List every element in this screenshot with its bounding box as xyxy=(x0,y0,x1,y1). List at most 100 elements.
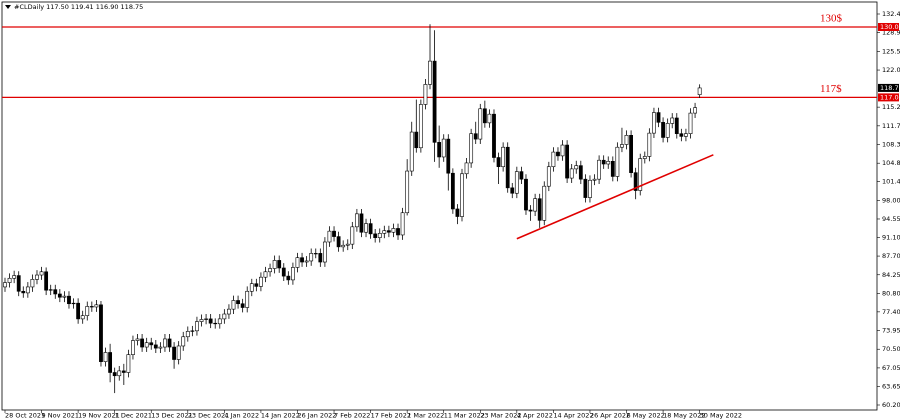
y-tick-label: 67.05 xyxy=(882,364,900,372)
candle-body xyxy=(318,253,323,263)
candle-body xyxy=(482,108,487,124)
x-tick-label: 26 Apr 2022 xyxy=(590,412,630,420)
x-tick-label: 1 Dec 2021 xyxy=(115,412,152,420)
candle-body xyxy=(514,171,519,194)
y-tick-label: 104.85 xyxy=(882,159,900,167)
candle-body xyxy=(537,198,542,221)
candle-body xyxy=(3,282,7,288)
candle-body xyxy=(277,260,282,269)
candle-body xyxy=(76,302,81,320)
x-tick-label: 18 May 2022 xyxy=(663,412,705,420)
candle-body xyxy=(684,133,688,137)
candle-body xyxy=(7,277,12,283)
candle-body xyxy=(268,268,272,273)
candle-body xyxy=(396,228,400,236)
candle-body xyxy=(368,223,373,235)
y-tick-label: 101.45 xyxy=(882,178,900,186)
candle-body xyxy=(53,289,58,295)
candle-body xyxy=(428,60,432,85)
candle-body xyxy=(121,370,126,373)
candle-body xyxy=(153,344,158,349)
candle-body xyxy=(57,293,62,298)
candle-body xyxy=(359,213,364,233)
candle-body xyxy=(94,304,99,308)
x-tick-label: 7 Feb 2022 xyxy=(334,412,370,420)
candle-body xyxy=(44,271,49,291)
candle-body xyxy=(350,226,355,245)
candle-body xyxy=(551,151,556,168)
candle-body xyxy=(665,123,670,138)
y-tick-label: 63.65 xyxy=(882,382,900,390)
candle-body xyxy=(300,257,304,263)
candle-body xyxy=(286,275,291,281)
candle-body xyxy=(213,322,218,325)
x-tick-label: 4 Apr 2022 xyxy=(517,412,553,420)
candle-body xyxy=(510,187,515,194)
candle-body xyxy=(624,135,629,145)
candle-body xyxy=(208,318,213,324)
candle-body xyxy=(615,146,620,177)
candle-body xyxy=(222,313,227,320)
y-tick-label: 77.40 xyxy=(882,308,900,316)
candle-body xyxy=(469,133,474,164)
candle-body xyxy=(588,179,592,198)
candle-body xyxy=(158,346,163,349)
y-tick-label: 60.20 xyxy=(882,401,900,409)
candle-body xyxy=(345,243,350,246)
candle-body xyxy=(16,275,21,292)
y-tick-label: 91.10 xyxy=(882,234,900,242)
candle-body xyxy=(245,290,250,308)
candle-body xyxy=(688,112,693,134)
x-tick-label: 14 Jan 2022 xyxy=(261,412,300,420)
candle-body xyxy=(505,146,510,189)
candle-body xyxy=(89,306,94,308)
candle-body xyxy=(391,228,396,233)
candle-body xyxy=(386,230,391,233)
candle-body xyxy=(400,212,405,236)
menu-arrow xyxy=(5,5,11,9)
candle-body xyxy=(291,267,295,281)
candle-body xyxy=(25,286,30,294)
line-annotation: 117$ xyxy=(820,83,842,95)
candle-body xyxy=(163,338,167,348)
candle-body xyxy=(140,338,145,348)
candle-body xyxy=(131,340,135,355)
candle-body xyxy=(259,276,263,287)
candle-body xyxy=(492,113,496,158)
candle-body xyxy=(556,151,560,157)
candle-body xyxy=(693,107,697,114)
x-tick-label: 9 Nov 2021 xyxy=(42,412,79,420)
y-tick-label: 70.50 xyxy=(882,345,900,353)
candle-body xyxy=(199,319,204,322)
candle-body xyxy=(601,159,606,165)
price-label: 117.00 xyxy=(880,93,900,101)
y-tick-label: 111.75 xyxy=(882,122,900,130)
candle-body xyxy=(272,260,277,269)
candle-body xyxy=(108,352,113,373)
candle-body xyxy=(501,146,506,168)
x-tick-label: 19 Nov 2021 xyxy=(78,412,120,420)
x-tick-label: 11 Mar 2022 xyxy=(444,412,485,420)
candle-body xyxy=(112,372,117,377)
candle-body xyxy=(144,342,149,348)
candle-body xyxy=(405,170,410,214)
candle-body xyxy=(236,300,240,305)
candle-body xyxy=(181,336,186,347)
candle-body xyxy=(674,117,679,134)
candle-body xyxy=(309,253,314,262)
x-tick-label: 4 Jan 2022 xyxy=(224,412,259,420)
candle-body xyxy=(432,60,437,143)
x-tick-label: 17 Feb 2022 xyxy=(371,412,411,420)
candle-body xyxy=(638,158,643,191)
candle-body xyxy=(172,346,176,360)
candle-body xyxy=(583,178,588,198)
candle-body xyxy=(327,230,332,243)
x-tick-label: 28 Oct 2021 xyxy=(5,412,45,420)
y-tick-label: 115.20 xyxy=(882,103,900,111)
y-tick-label: 108.30 xyxy=(882,141,900,149)
y-tick-label: 132.40 xyxy=(882,10,900,18)
candle-body xyxy=(528,209,533,212)
candle-body xyxy=(195,321,199,332)
candle-body xyxy=(382,230,387,234)
candle-body xyxy=(217,318,222,325)
